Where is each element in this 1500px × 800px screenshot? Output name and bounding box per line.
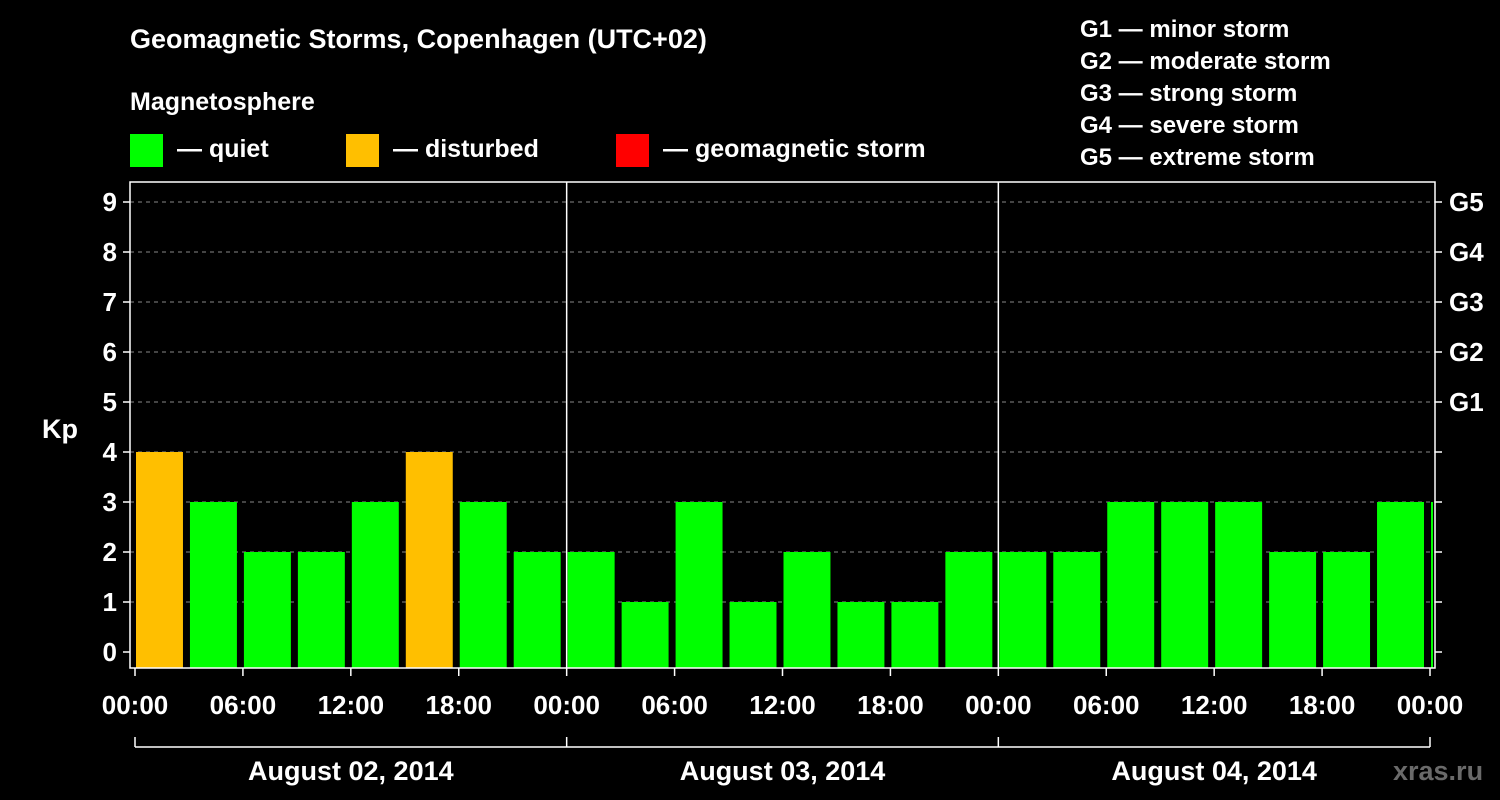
x-tick-label-9: 06:00 bbox=[1073, 690, 1140, 720]
legend-label-quiet: — quiet bbox=[177, 135, 269, 163]
x-tick-label-11: 18:00 bbox=[1289, 690, 1356, 720]
bar-4 bbox=[351, 502, 399, 668]
x-tick-label-10: 12:00 bbox=[1181, 690, 1248, 720]
bar-17 bbox=[1053, 552, 1101, 668]
y-tick-label-7: 7 bbox=[103, 287, 117, 317]
bar-2 bbox=[243, 552, 291, 668]
bar-10 bbox=[675, 502, 723, 668]
day-labels: August 02, 2014 August 03, 2014 August 04,… bbox=[134, 737, 1431, 786]
right-tick-label-g5: G5 bbox=[1449, 187, 1484, 217]
bar-23 bbox=[1377, 502, 1424, 668]
x-tick-label-0: 00:00 bbox=[102, 690, 169, 720]
scale-legend-g4: G4 — severe storm bbox=[1080, 112, 1299, 139]
bar-0 bbox=[136, 452, 183, 668]
y-tick-label-8: 8 bbox=[103, 237, 117, 267]
y-tick-label-2: 2 bbox=[103, 537, 117, 567]
x-tick-label-6: 12:00 bbox=[749, 690, 816, 720]
scale-legend-g5: G5 — extreme storm bbox=[1080, 144, 1315, 171]
legend-label-disturbed: — disturbed bbox=[393, 135, 539, 163]
y-tick-label-6: 6 bbox=[103, 337, 117, 367]
x-tick-label-4: 00:00 bbox=[533, 690, 600, 720]
right-tick-label-g3: G3 bbox=[1449, 287, 1484, 317]
x-tick-label-12: 00:00 bbox=[1397, 690, 1464, 720]
y-tick-label-3: 3 bbox=[103, 487, 117, 517]
bar-16 bbox=[999, 552, 1047, 668]
bar-3 bbox=[297, 552, 345, 668]
legend-swatch-quiet bbox=[130, 134, 163, 167]
right-tick-label-g2: G2 bbox=[1449, 337, 1484, 367]
y-tick-label-5: 5 bbox=[103, 387, 117, 417]
bar-21 bbox=[1269, 552, 1317, 668]
x-tick-label-3: 18:00 bbox=[426, 690, 493, 720]
scale-legend-g1: G1 — minor storm bbox=[1080, 16, 1289, 43]
y-tick-label-4: 4 bbox=[103, 437, 118, 467]
x-tick-label-2: 12:00 bbox=[318, 690, 385, 720]
legend-swatch-storm bbox=[616, 134, 649, 167]
bar-18 bbox=[1107, 502, 1155, 668]
x-tick-label-5: 06:00 bbox=[641, 690, 708, 720]
y-tick-label-0: 0 bbox=[103, 637, 117, 667]
bar-22 bbox=[1323, 552, 1371, 668]
legend-label-storm: — geomagnetic storm bbox=[663, 135, 926, 163]
right-axis-ticks: G1 G2 G3 G4 G5 bbox=[1435, 187, 1484, 653]
bar-6 bbox=[459, 502, 507, 668]
bar-5 bbox=[405, 452, 453, 668]
y-axis-ticks: 0 1 2 3 4 5 6 7 8 9 bbox=[103, 187, 130, 667]
scale-legend-g2: G2 — moderate storm bbox=[1080, 48, 1331, 75]
y-tick-label-9: 9 bbox=[103, 187, 117, 217]
y-axis-label: Kp bbox=[42, 414, 78, 444]
x-axis-ticks: 00:00 06:00 12:00 18:00 00:00 06:00 12:00 18:00… bbox=[102, 668, 1464, 720]
bar-12 bbox=[783, 552, 831, 668]
legend-swatch-disturbed bbox=[346, 134, 379, 167]
grid-lines bbox=[130, 201, 1435, 603]
bar-1 bbox=[189, 502, 237, 668]
x-tick-label-8: 00:00 bbox=[965, 690, 1032, 720]
bar-24 bbox=[1431, 502, 1433, 668]
bar-11 bbox=[729, 602, 777, 668]
right-tick-label-g1: G1 bbox=[1449, 387, 1484, 417]
legend-title: Magnetosphere bbox=[130, 88, 315, 116]
bar-7 bbox=[513, 552, 561, 668]
x-tick-label-1: 06:00 bbox=[210, 690, 277, 720]
bar-13 bbox=[837, 602, 885, 668]
day-label-1: August 03, 2014 bbox=[680, 756, 886, 786]
bar-9 bbox=[621, 602, 669, 668]
day-label-2: August 04, 2014 bbox=[1111, 756, 1317, 786]
bar-20 bbox=[1215, 502, 1263, 668]
bar-15 bbox=[945, 552, 993, 668]
day-label-0: August 02, 2014 bbox=[248, 756, 454, 786]
bar-14 bbox=[891, 602, 939, 668]
bar-19 bbox=[1161, 502, 1209, 668]
chart-title: Geomagnetic Storms, Copenhagen (UTC+02) bbox=[130, 24, 707, 54]
x-tick-label-7: 18:00 bbox=[857, 690, 924, 720]
y-tick-label-1: 1 bbox=[103, 587, 117, 617]
watermark: xras.ru bbox=[1393, 756, 1483, 786]
right-tick-label-g4: G4 bbox=[1449, 237, 1484, 267]
scale-legend-g3: G3 — strong storm bbox=[1080, 80, 1297, 107]
bar-8 bbox=[567, 552, 615, 668]
bars bbox=[136, 452, 1433, 668]
